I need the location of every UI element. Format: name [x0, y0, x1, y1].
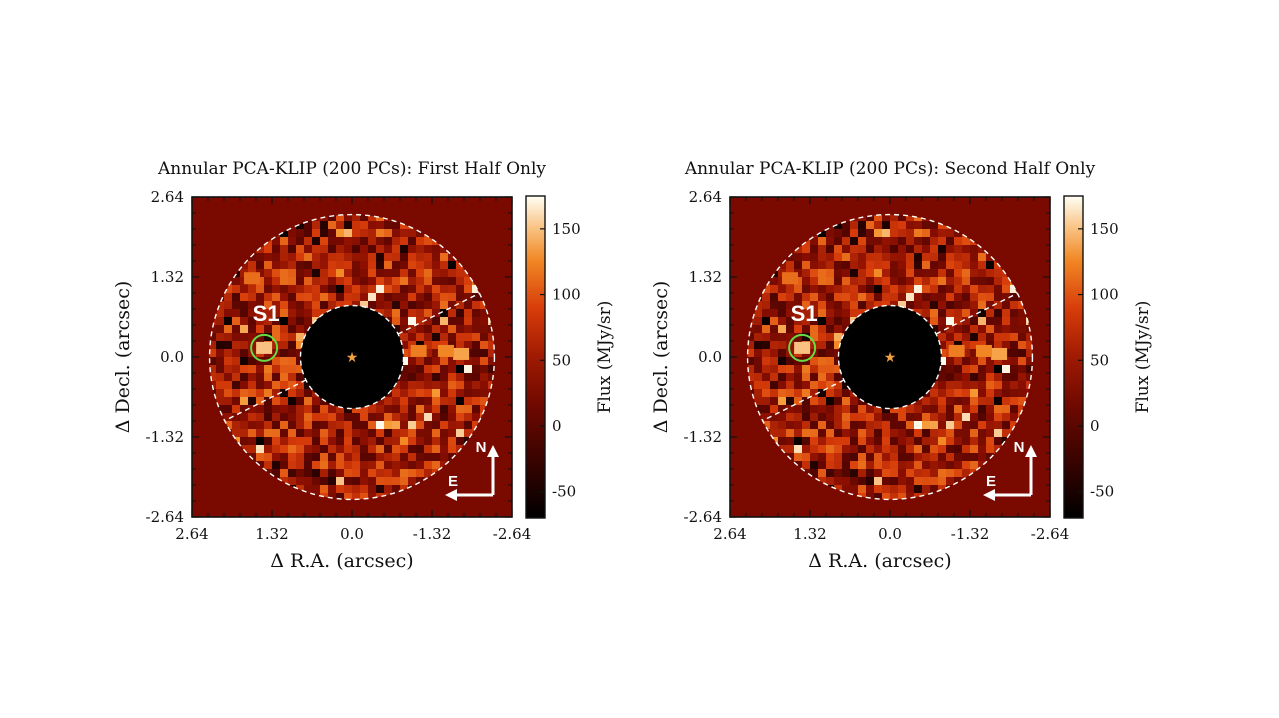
y-tick-label: -1.32: [684, 428, 722, 446]
chart-panel-second-half: ★ S1 N E 2.64 1.32 0.0 -1.32 -2.64 2.64 1.32 0.0 -1.…: [538, 150, 1158, 590]
colorbar-tick-label: -50: [1090, 483, 1114, 501]
north-arrowhead: [1025, 445, 1037, 457]
source-label: S1: [253, 301, 280, 326]
colorbar-tick-label: 100: [552, 286, 581, 304]
bright-feature: [794, 341, 811, 354]
coronagraph-mask: [300, 305, 404, 409]
north-arrowhead: [487, 445, 499, 457]
x-tick-label: 2.64: [713, 525, 746, 543]
x-tick-label: 0.0: [878, 525, 902, 543]
sector-line-east: [935, 292, 1018, 335]
y-tick-label: -2.64: [146, 508, 184, 526]
x-tick-label: -1.32: [413, 525, 451, 543]
sector-line-west: [762, 379, 845, 422]
chart-title: Annular PCA-KLIP (200 PCs): First Half O…: [157, 159, 546, 179]
bright-feature: [256, 341, 273, 354]
east-arrowhead: [983, 489, 995, 501]
y-tick-label: -2.64: [684, 508, 722, 526]
source-circle: [250, 333, 279, 362]
y-tick-label: 1.32: [151, 268, 184, 286]
bright-feature: [782, 272, 798, 285]
bright-feature: [975, 344, 992, 357]
north-label: N: [1014, 439, 1025, 456]
colorbar-tick-label: 100: [1090, 286, 1119, 304]
east-label: E: [986, 473, 996, 490]
x-axis-label: Δ R.A. (arcsec): [808, 550, 951, 572]
x-tick-label: -2.64: [493, 525, 531, 543]
north-label: N: [476, 439, 487, 456]
chart-title: Annular PCA-KLIP (200 PCs): Second Half …: [684, 159, 1096, 179]
y-axis-label: Δ Decl. (arcsec): [112, 281, 134, 434]
bright-feature: [410, 344, 427, 357]
coronagraph-mask: [838, 305, 942, 409]
y-axis-label: Δ Decl. (arcsec): [650, 281, 672, 434]
x-axis-label: Δ R.A. (arcsec): [270, 550, 413, 572]
y-tick-label: 2.64: [689, 188, 722, 206]
star-marker: ★: [346, 350, 359, 366]
y-tick-label: 0.0: [160, 348, 184, 366]
outer-annulus-boundary: [208, 213, 496, 501]
bright-feature: [437, 344, 454, 357]
compass: NE: [983, 439, 1037, 501]
source-circle: [788, 333, 817, 362]
bright-feature: [244, 272, 260, 285]
source-label: S1: [791, 301, 818, 326]
y-tick-label: 2.64: [151, 188, 184, 206]
colorbar: [1063, 195, 1084, 519]
colorbar-tick-label: -50: [552, 483, 576, 501]
x-tick-label: -2.64: [1031, 525, 1069, 543]
compass: NE: [445, 439, 499, 501]
bright-feature: [948, 344, 965, 357]
colorbar-tick-label: 0: [1090, 417, 1100, 435]
x-tick-label: -1.32: [951, 525, 989, 543]
sector-line-west: [224, 379, 307, 422]
colorbar-label: Flux (MJy/sr): [595, 301, 615, 414]
chart-panel-first-half: ★ S1 N E 2.64 1.32 0.0 -1.32 -2.64 2.64 1.32 0.0 -1.…: [0, 150, 620, 590]
bright-feature: [991, 347, 1008, 360]
x-tick-label: 0.0: [340, 525, 364, 543]
colorbar-tick-label: 50: [552, 351, 571, 369]
bright-feature: [453, 347, 470, 360]
colorbar-tick-label: 50: [1090, 351, 1109, 369]
east-label: E: [448, 473, 458, 490]
x-tick-label: 1.32: [255, 525, 288, 543]
x-tick-label: 1.32: [793, 525, 826, 543]
colorbar-tick-label: 0: [552, 417, 562, 435]
colorbar-tick-label: 150: [1090, 220, 1119, 238]
colorbar-label: Flux (MJy/sr): [1133, 301, 1153, 414]
y-tick-label: -1.32: [146, 428, 184, 446]
east-arrowhead: [445, 489, 457, 501]
colorbar-tick-label: 150: [552, 220, 581, 238]
y-tick-label: 0.0: [698, 348, 722, 366]
outer-annulus-boundary: [746, 213, 1034, 501]
y-tick-label: 1.32: [689, 268, 722, 286]
colorbar: [525, 195, 546, 519]
star-marker: ★: [884, 350, 897, 366]
sector-line-east: [397, 292, 480, 335]
x-tick-label: 2.64: [175, 525, 208, 543]
